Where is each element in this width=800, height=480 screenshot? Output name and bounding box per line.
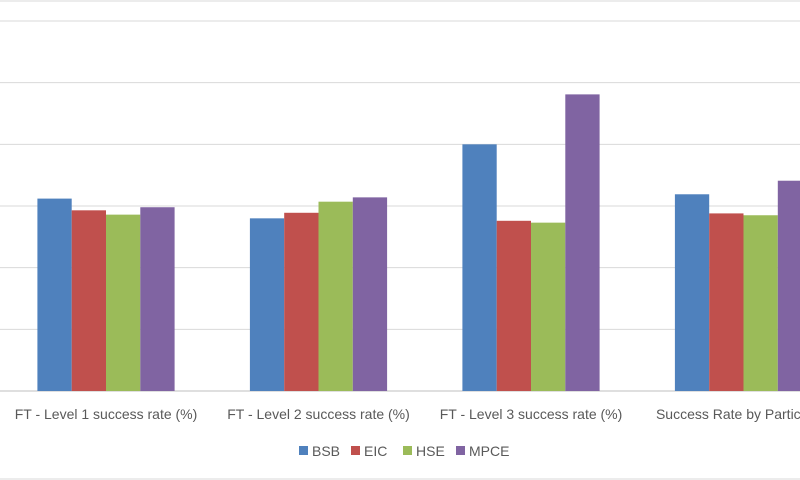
bar-bsb	[249, 218, 285, 391]
legend-label: BSB	[312, 443, 340, 459]
bar-eic	[71, 210, 106, 391]
legend-swatch	[351, 446, 360, 455]
legend-item-bsb[interactable]: BSB	[299, 443, 340, 459]
bar-hse	[318, 201, 353, 391]
bar-mpce	[140, 207, 175, 391]
category-label: FT - Level 2 success rate (%)	[227, 406, 410, 422]
category-label: Success Rate by Participant	[656, 406, 800, 422]
bar-mpce	[777, 180, 800, 391]
bar-bsb	[674, 194, 710, 391]
legend-item-hse[interactable]: HSE	[403, 443, 445, 459]
bar-hse	[106, 214, 141, 391]
legend-item-eic[interactable]: EIC	[351, 443, 387, 459]
legend-item-mpce[interactable]: MPCE	[456, 443, 509, 459]
bar-hse	[743, 215, 778, 391]
bar-hse	[531, 222, 566, 391]
bar-eic	[709, 213, 744, 391]
bar-mpce	[565, 94, 600, 391]
legend-swatch	[456, 446, 465, 455]
bar-bsb	[37, 198, 72, 391]
category-label: FT - Level 3 success rate (%)	[440, 406, 623, 422]
bar-mpce	[352, 197, 388, 391]
bar-eic	[284, 212, 319, 391]
bar-bsb	[462, 144, 497, 391]
legend-label: EIC	[364, 443, 387, 459]
legend-label: MPCE	[469, 443, 509, 459]
legend-swatch	[299, 446, 308, 455]
legend-label: HSE	[416, 443, 445, 459]
category-label: FT - Level 1 success rate (%)	[15, 406, 198, 422]
legend-swatch	[403, 446, 412, 455]
bar-eic	[496, 220, 531, 391]
